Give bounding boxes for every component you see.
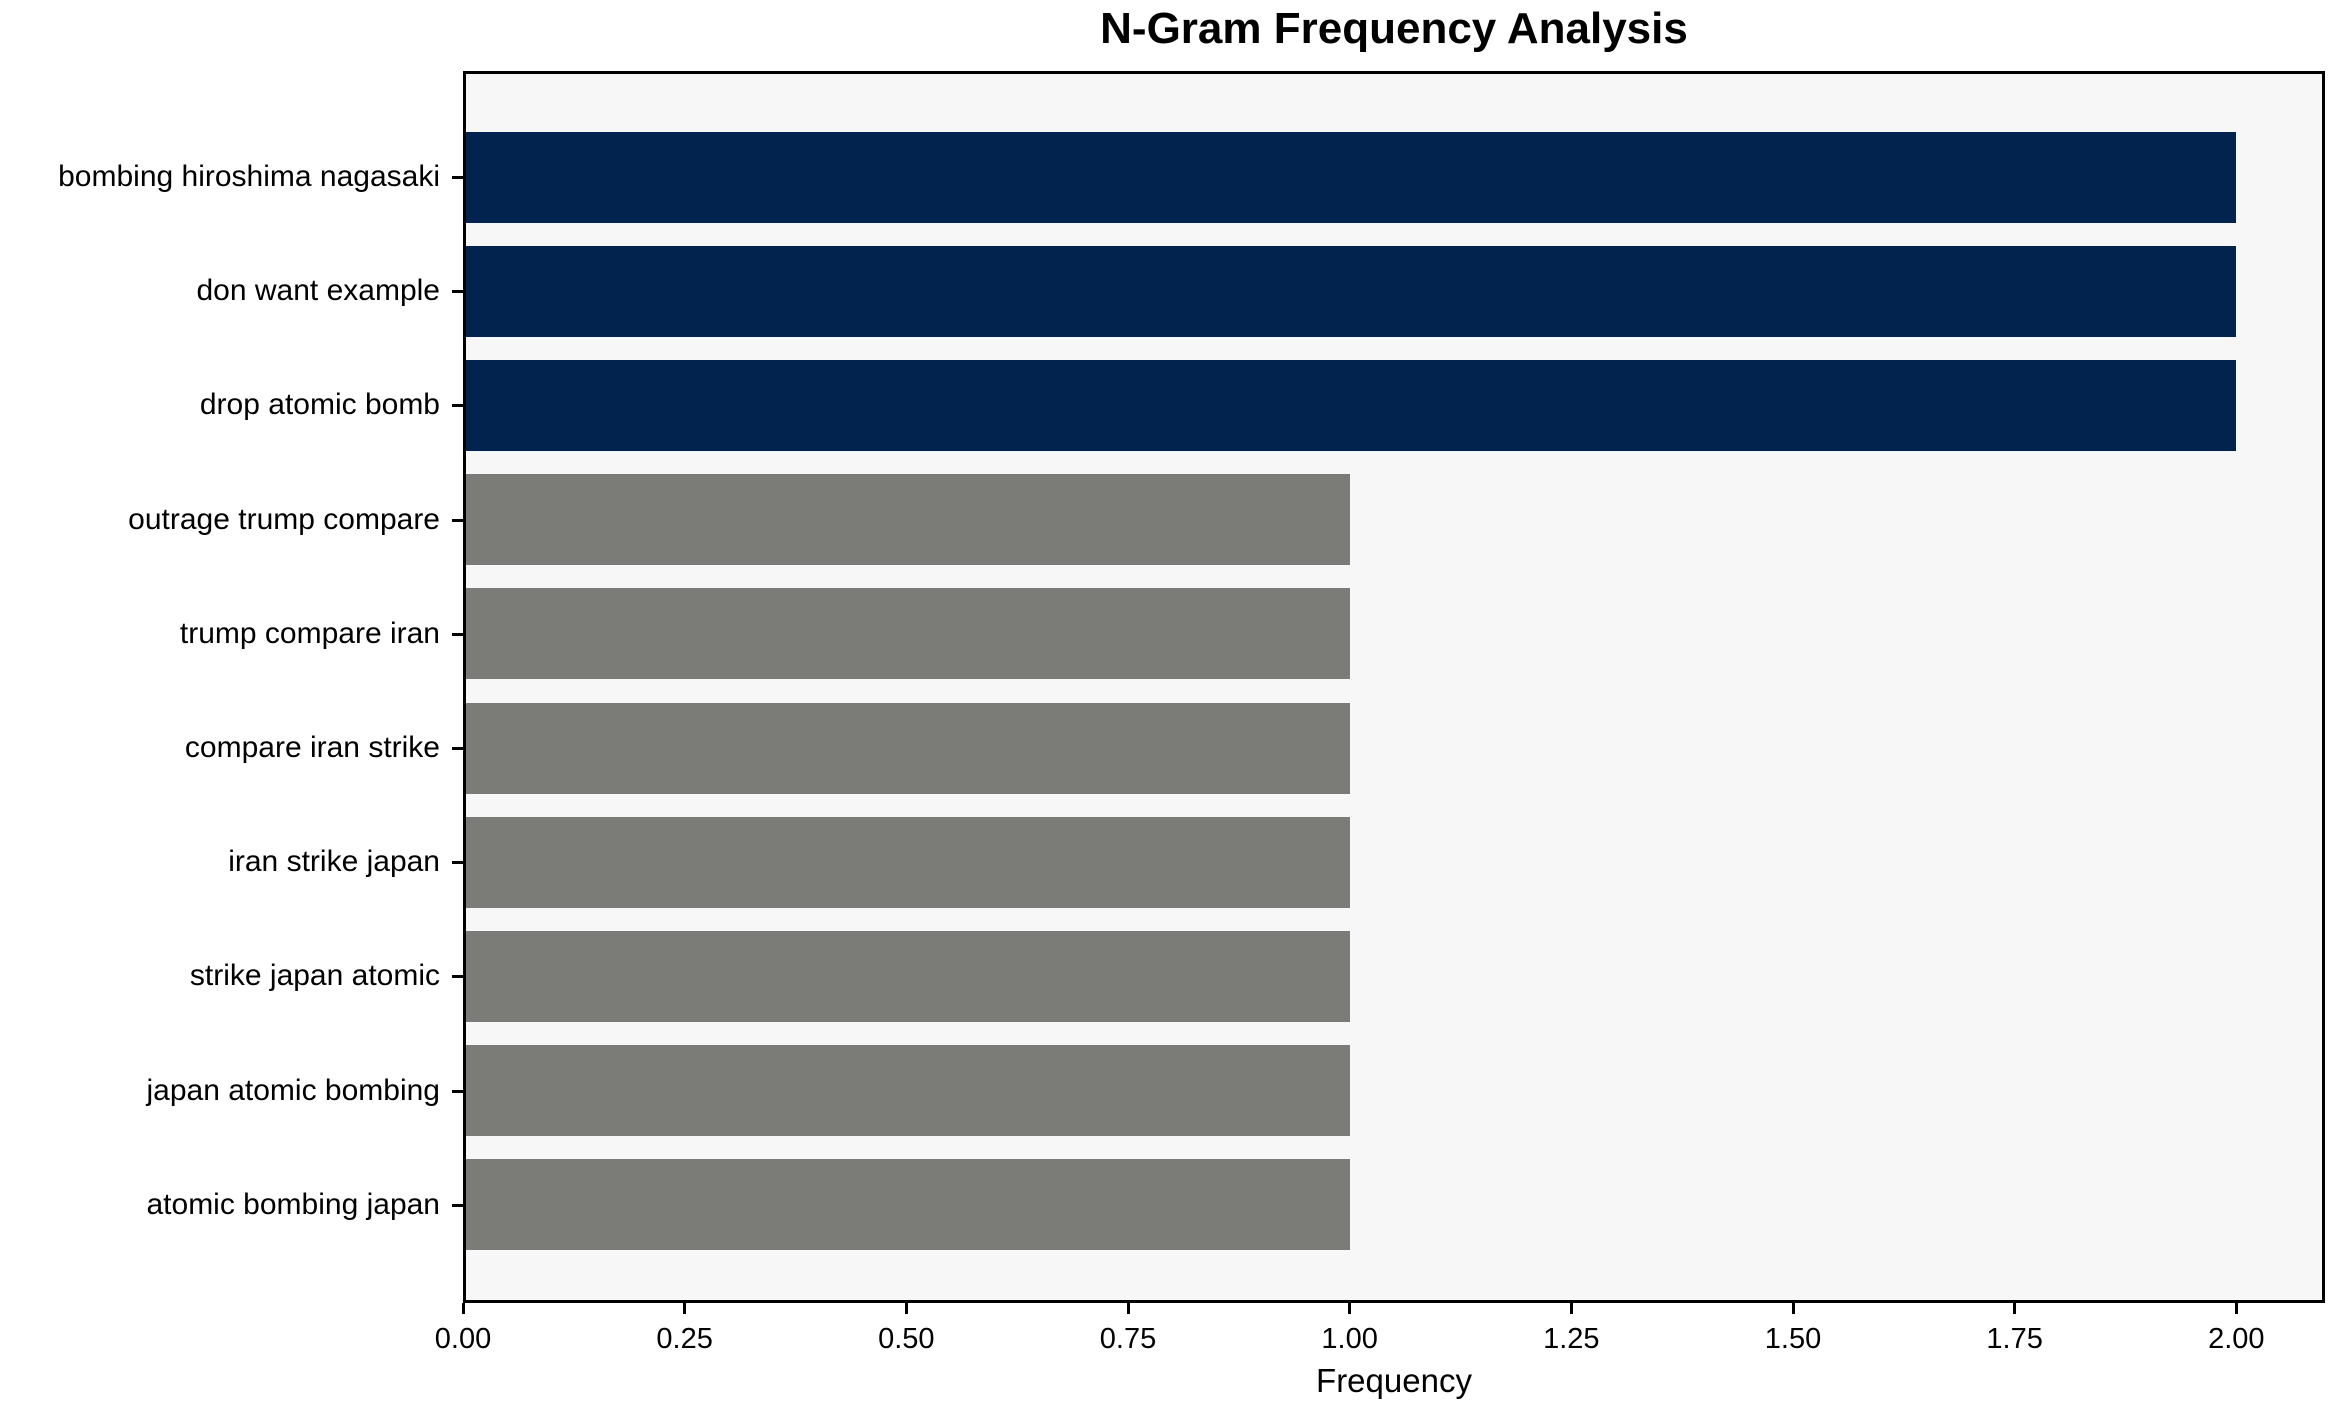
y-tick-label: compare iran strike [184,731,440,764]
bar-strike-japan-atomic [466,930,1350,1022]
bar-drop-atomic-bomb [466,359,2236,451]
bar-compare-iran-strike [466,702,1350,794]
x-tick-mark [683,1303,687,1314]
y-tick-mark [452,1089,463,1093]
x-tick-mark [1791,1303,1795,1314]
y-tick-mark [452,290,463,294]
x-tick-mark [461,1303,465,1314]
y-tick-label: trump compare iran [179,616,440,650]
y-tick-label: iran strike japan [228,845,440,879]
y-tick-mark [452,632,463,636]
x-tick-mark [1348,1303,1352,1314]
chart-title: N-Gram Frequency Analysis [1100,4,1688,53]
x-tick-mark [1126,1303,1130,1314]
x-tick-mark [904,1303,908,1314]
y-tick-mark [452,1203,463,1207]
bar-atomic-bombing-japan [466,1159,1350,1251]
x-axis-title: Frequency [1316,1362,1472,1399]
x-tick-mark [2234,1303,2238,1314]
x-tick-label: 0.75 [1099,1323,1157,1355]
y-tick-mark [452,975,463,979]
y-tick-label: outrage trump compare [128,502,440,536]
x-tick-label: 0.25 [656,1323,713,1355]
y-tick-mark [452,861,463,865]
y-tick-label: japan atomic bombing [146,1073,440,1107]
bar-outrage-trump-compare [466,474,1350,566]
y-tick-label: strike japan atomic [189,959,440,993]
y-tick-mark [452,747,463,750]
bar-bombing-hiroshima-nagasaki [466,131,2236,223]
y-tick-mark [452,518,463,522]
y-tick-label: don want example [196,274,441,308]
x-tick-label: 0.00 [434,1323,492,1355]
x-tick-label: 1.00 [1321,1323,1378,1355]
bar-trump-compare-iran [466,588,1350,680]
bar-japan-atomic-bombing [466,1045,1350,1137]
x-tick-label: 0.50 [878,1323,935,1355]
x-tick-label: 2.00 [2208,1323,2265,1355]
y-tick-label: drop atomic bomb [199,388,440,422]
x-tick-label: 1.25 [1543,1323,1600,1355]
x-tick-mark [1569,1303,1573,1314]
x-tick-mark [2013,1303,2017,1314]
bar-iran-strike-japan [466,816,1350,908]
plot-area [463,71,2325,1303]
y-tick-label: bombing hiroshima nagasaki [58,160,440,193]
x-tick-label: 1.75 [1986,1323,2043,1355]
y-tick-mark [452,404,463,408]
y-tick-label: atomic bombing japan [146,1187,440,1221]
bar-don-want-example [466,245,2236,337]
x-tick-label: 1.50 [1764,1323,1822,1355]
y-tick-mark [452,176,463,179]
